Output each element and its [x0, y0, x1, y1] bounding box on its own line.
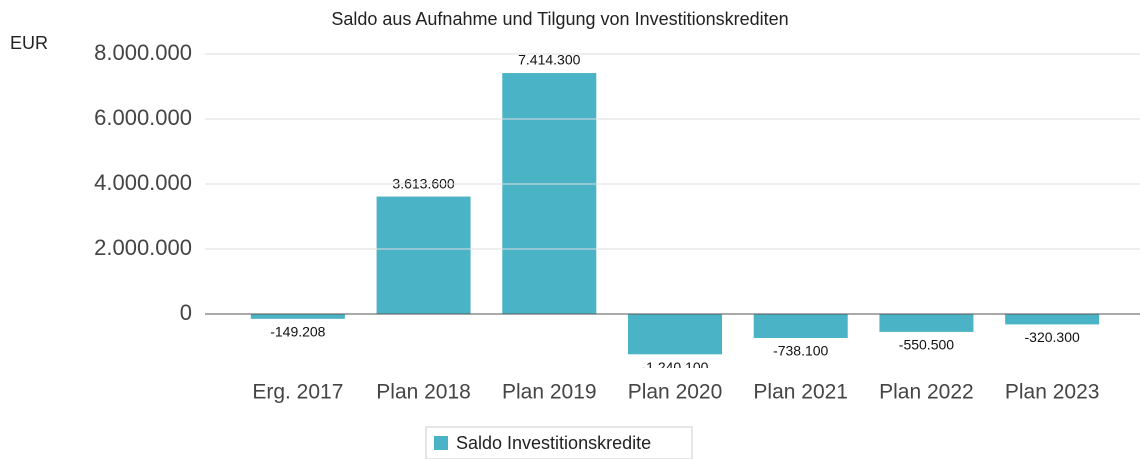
plot-area: -149.208 3.613.600 7.414.300 -1.240.100 -738… — [250, 52, 1100, 375]
legend-swatch — [434, 436, 448, 450]
y-tick-label: 8.000.000 — [94, 40, 192, 65]
data-label: 3.613.600 — [392, 175, 454, 191]
data-label: -320.300 — [1025, 329, 1080, 345]
data-label: -1.240.100 — [642, 359, 709, 375]
y-tick-label: 4.000.000 — [94, 170, 192, 195]
chart-title: Saldo aus Aufnahme und Tilgung von Inves… — [331, 9, 788, 29]
y-tick-label: 0 — [180, 300, 192, 325]
bar — [1005, 314, 1100, 325]
x-tick-label: Plan 2023 — [1005, 381, 1100, 404]
data-label: -550.500 — [899, 337, 954, 353]
legend-label: Saldo Investitionskredite — [456, 433, 651, 453]
x-tick-label: Plan 2020 — [628, 381, 723, 404]
y-tick-label: 2.000.000 — [94, 235, 192, 260]
bar — [753, 314, 848, 338]
bar — [250, 314, 345, 319]
x-tick-label: Plan 2019 — [502, 381, 597, 404]
x-tick-label: Plan 2021 — [753, 381, 848, 404]
x-tick-label: Plan 2022 — [879, 381, 974, 404]
y-axis-label: EUR — [10, 33, 48, 53]
data-label: -149.208 — [270, 324, 325, 340]
y-tick-label: 6.000.000 — [94, 105, 192, 130]
data-label: 7.414.300 — [518, 52, 580, 68]
bar — [502, 73, 597, 314]
legend-box — [425, 426, 693, 459]
bar — [628, 314, 722, 355]
bar — [879, 314, 974, 332]
x-tick-label: Erg. 2017 — [252, 381, 343, 404]
x-tick-label: Plan 2018 — [376, 381, 471, 404]
bar — [376, 196, 471, 314]
data-label: -738.100 — [773, 343, 828, 359]
